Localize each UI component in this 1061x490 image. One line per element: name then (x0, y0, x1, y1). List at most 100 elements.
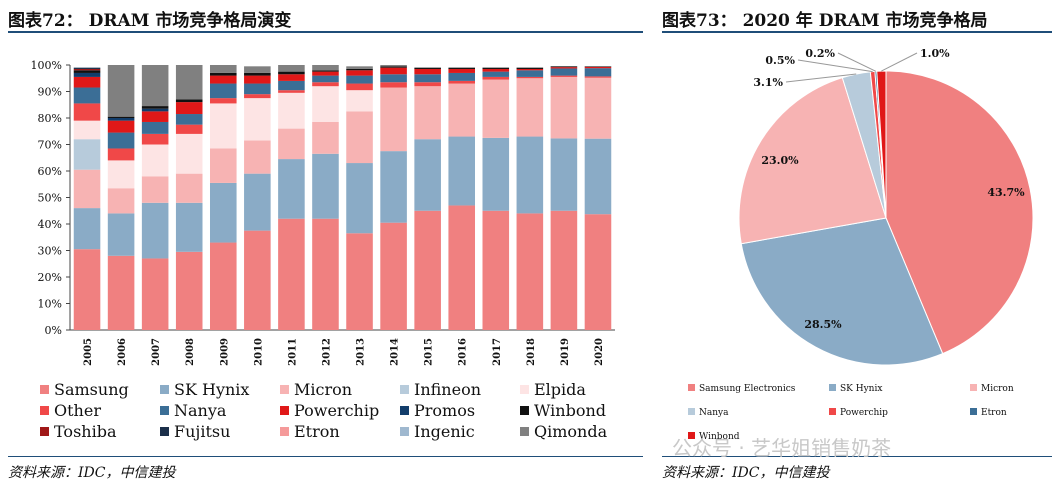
bar-segment (516, 76, 544, 79)
bar-segment (107, 118, 135, 121)
bar-segment (312, 121, 339, 154)
bar-segment (107, 148, 135, 161)
bar-segment (550, 138, 578, 211)
bar-segment (244, 140, 271, 174)
bar-segment (107, 116, 135, 118)
x-tick-label: 2018 (526, 338, 537, 366)
y-tick-label: 80% (38, 112, 62, 125)
bar-segment (346, 66, 373, 69)
pie-slice (885, 70, 1034, 355)
y-tick-label: 60% (38, 165, 62, 178)
y-tick-label: 30% (38, 245, 62, 258)
pie-legend-label: Etron (981, 408, 1007, 418)
bar-segment (107, 65, 135, 117)
x-tick-label: 2013 (356, 338, 367, 366)
bar-segment (141, 65, 169, 107)
bar-segment (584, 77, 612, 139)
pie-data-label: 0.5% (765, 54, 795, 67)
bar-segment (278, 159, 305, 219)
bar-segment (550, 76, 578, 139)
bar-segment (448, 67, 476, 69)
bar-segment (448, 68, 476, 73)
bar-segment (175, 173, 203, 203)
x-tick-label: 2020 (594, 338, 605, 366)
bar-segment (516, 68, 544, 71)
bar-segment (141, 176, 169, 203)
bar-segment (312, 218, 339, 330)
bar-segment (141, 133, 169, 145)
bar-segment (448, 136, 476, 206)
x-tick-label: 2007 (151, 338, 162, 366)
x-tick-label: 2014 (390, 338, 401, 366)
bar-segment (550, 210, 578, 330)
x-tick-label: 2016 (458, 338, 469, 366)
left-chart-title: 图表72： DRAM 市场竞争格局演变 (8, 11, 292, 31)
bar-segment (482, 137, 510, 211)
bar-segment (516, 78, 544, 137)
pie-data-label: 3.1% (753, 76, 783, 89)
bar-segment (414, 210, 441, 330)
y-tick-label: 90% (38, 86, 62, 99)
legend-swatch (40, 427, 49, 436)
pie-leader-line (837, 52, 877, 72)
legend-swatch (400, 427, 409, 436)
bar-segment (73, 139, 101, 170)
bar-segment (73, 70, 101, 73)
bar-segment (346, 83, 373, 91)
bar-segment (73, 87, 101, 104)
bar-segment (107, 213, 135, 256)
bar-segment (141, 108, 169, 112)
pie-slice (740, 217, 944, 366)
bar-segment (209, 98, 237, 104)
x-tick-label: 2009 (219, 338, 230, 366)
pie-legend-swatch (688, 408, 695, 415)
y-tick-label: 20% (38, 271, 62, 284)
bar-segment (346, 90, 373, 112)
bar-segment (414, 86, 441, 140)
x-tick-label: 2019 (560, 338, 571, 366)
bar-segment (516, 136, 544, 214)
bar-segment (380, 65, 407, 67)
bar-segment (209, 182, 237, 243)
bar-segment (380, 87, 407, 152)
bar-segment (414, 68, 441, 75)
bar-segment (482, 210, 510, 330)
bar-segment (550, 67, 578, 69)
bar-segment (550, 66, 578, 68)
bar-segment (550, 75, 578, 77)
pie-legend-label: Micron (981, 384, 1014, 394)
bar-segment (482, 79, 510, 138)
bar-segment (73, 249, 101, 330)
left-footer-rule (8, 456, 643, 457)
bar-segment (175, 102, 203, 115)
legend-swatch (400, 385, 409, 394)
pie-legend-label: Winbond (699, 432, 740, 442)
bar-segment (141, 202, 169, 259)
bar-segment (73, 68, 101, 71)
x-tick-label: 2015 (424, 338, 435, 366)
pie-legend-label: Samsung Electronics (699, 384, 796, 394)
pie-data-label: 1.0% (920, 47, 950, 60)
x-tick-label: 2017 (492, 338, 503, 366)
bar-segment (448, 80, 476, 84)
bar-segment (73, 67, 101, 69)
bar-segment (278, 65, 305, 72)
bar-segment (107, 120, 135, 133)
bar-segment (312, 75, 339, 83)
x-tick-label: 2006 (117, 338, 128, 366)
legend-swatch (40, 406, 49, 415)
bar-segment (380, 82, 407, 88)
pie-data-label: 0.2% (805, 47, 835, 60)
x-tick-label: 2010 (253, 338, 264, 366)
bar-segment (175, 124, 203, 134)
bar-segment (73, 169, 101, 209)
bar-segment (414, 74, 441, 83)
pie-legend-label: SK Hynix (840, 384, 882, 394)
bar-segment (482, 76, 510, 80)
bar-segment (141, 258, 169, 330)
bar-segment (482, 67, 510, 69)
x-tick-label: 2011 (287, 338, 298, 366)
y-tick-label: 100% (31, 59, 62, 72)
legend-label: Winbond (534, 401, 606, 420)
